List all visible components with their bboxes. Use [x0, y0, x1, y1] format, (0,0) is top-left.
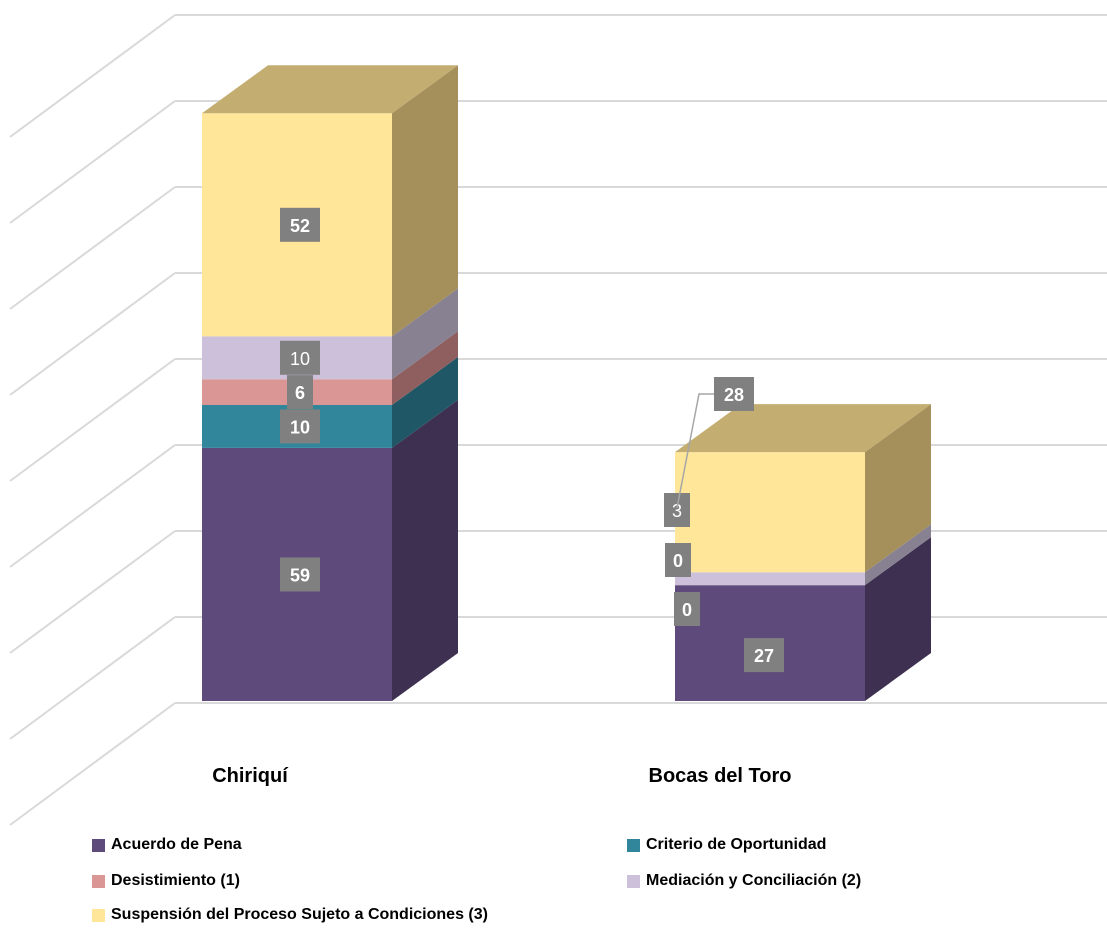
data-label-criterio-de-oportunidad-1-box: [674, 592, 700, 626]
bar-side-desistimiento-0: [392, 331, 458, 405]
gridline: [9, 358, 176, 482]
data-label-acuerdo-de-pena-0: 59: [290, 565, 310, 585]
data-label-desistimiento-1-box: [665, 543, 691, 577]
bar-side-mediacion-y-conciliacion-1: [865, 524, 931, 586]
category-label-1: Bocas del Toro: [649, 765, 792, 787]
bar-mediacion-y-conciliacion-1: [675, 572, 865, 586]
bar-top-0: [202, 65, 458, 114]
data-label-suspension-del-proceso-sujeto-a-condiciones-0-box: [280, 207, 320, 242]
leader-line: [676, 393, 718, 509]
gridline: [9, 702, 176, 826]
gridline: [9, 100, 176, 224]
data-label-desistimiento-1: 0: [673, 551, 683, 571]
data-label-mediacion-y-conciliacion-1-box: [664, 493, 690, 527]
data-label-mediacion-y-conciliacion-1: 3: [672, 501, 682, 521]
data-label-criterio-de-oportunidad-1: 0: [682, 600, 692, 620]
data-label-suspension-del-proceso-sujeto-a-condiciones-1: 28: [724, 385, 744, 405]
category-label-0: Chiriquí: [212, 765, 289, 787]
data-label-acuerdo-de-pena-1-box: [744, 638, 784, 673]
bar-side-suspension-del-proceso-sujeto-a-condiciones-1: [865, 404, 931, 573]
gridline: [9, 14, 176, 138]
data-label-acuerdo-de-pena-0-box: [280, 557, 320, 592]
category-labels: Chiriquí Bocas del Toro: [212, 765, 791, 787]
data-label-mediacion-y-conciliacion-0: 10: [290, 349, 310, 369]
data-label-acuerdo-de-pena-1: 27: [754, 646, 774, 666]
gridline: [9, 186, 176, 310]
bar-side-mediacion-y-conciliacion-0: [392, 288, 458, 380]
data-label-desistimiento-0: 6: [295, 383, 305, 403]
data-labels: 59 10 6 10 52 27 0 0 3 28: [280, 207, 784, 673]
bar-top-1: [675, 404, 931, 453]
data-label-desistimiento-0-box: [287, 375, 313, 410]
gridline: [9, 444, 176, 568]
data-label-suspension-del-proceso-sujeto-a-condiciones-1-box: [714, 377, 754, 411]
bar-side-acuerdo-de-pena-1: [865, 537, 931, 701]
bar-side-acuerdo-de-pena-0: [392, 399, 458, 701]
data-label-criterio-de-oportunidad-0: 10: [290, 417, 310, 437]
bar-suspension-del-proceso-sujeto-a-condiciones-1: [675, 452, 865, 573]
data-label-criterio-de-oportunidad-0-box: [280, 409, 320, 444]
data-label-suspension-del-proceso-sujeto-a-condiciones-0: 52: [290, 216, 310, 236]
bar-side-suspension-del-proceso-sujeto-a-condiciones-0: [392, 65, 458, 337]
bar-side-criterio-de-oportunidad-0: [392, 356, 458, 448]
data-label-mediacion-y-conciliacion-0-box: [280, 340, 320, 375]
gridline: [9, 616, 176, 740]
gridline: [9, 530, 176, 654]
gridline: [9, 272, 176, 396]
gridlines: [9, 14, 1107, 826]
